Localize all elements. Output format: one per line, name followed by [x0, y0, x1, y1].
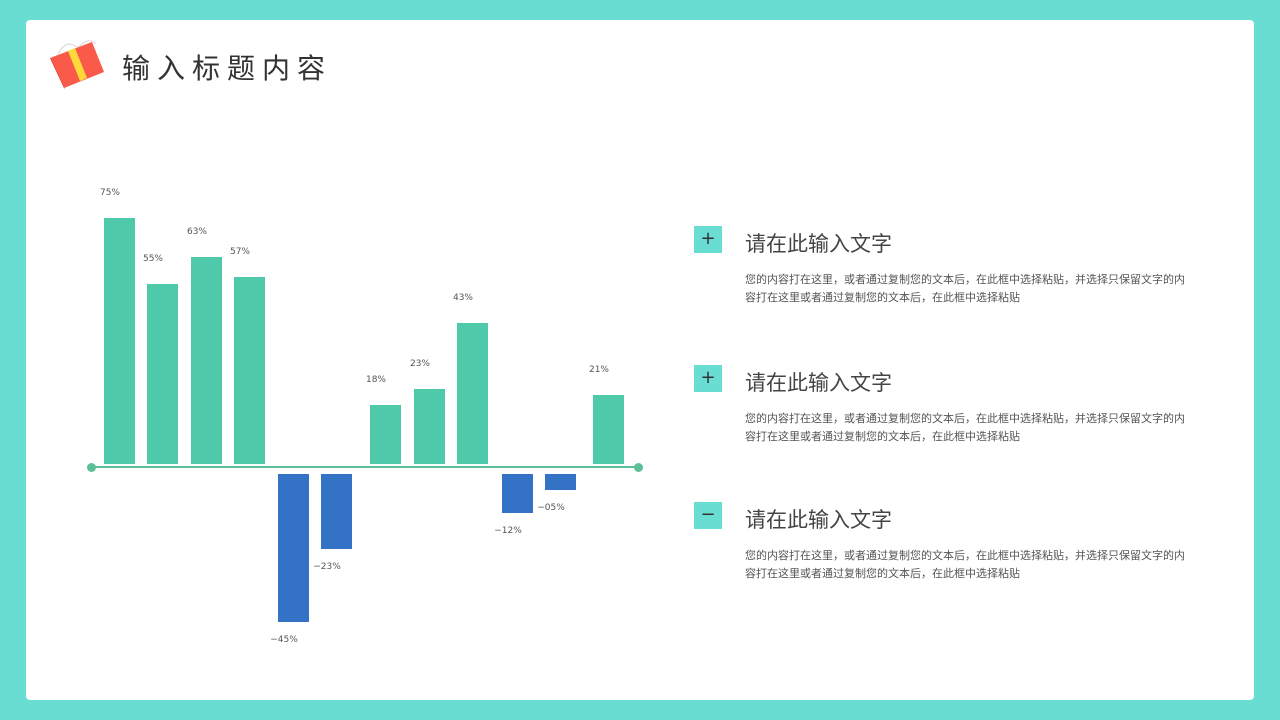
- bar-value-label: −23%: [313, 562, 341, 573]
- bar-value-label: −45%: [270, 634, 298, 645]
- page-title: 输入标题内容: [122, 52, 333, 85]
- bar-value-label: 63%: [186, 227, 207, 238]
- bar-9: [457, 322, 488, 464]
- bar-5: [278, 474, 309, 622]
- bar-2: [147, 283, 178, 464]
- bar-1: [104, 218, 135, 464]
- bar-3: [191, 257, 222, 464]
- item-description: 您的内容打在这里，或者通过复制您的文本后，在此框中选择粘贴，并选择只保留文字的内…: [745, 412, 1185, 443]
- slide-card: [26, 20, 1254, 700]
- bar-4: [234, 277, 265, 464]
- bar-value-label: 18%: [365, 374, 386, 385]
- open-book-icon: [50, 40, 104, 89]
- item-heading: 请在此输入文字: [745, 232, 892, 256]
- bar-value-label: −05%: [537, 503, 565, 514]
- bar-7: [370, 404, 401, 464]
- bar-8: [414, 388, 445, 464]
- bar-value-label: 55%: [142, 253, 163, 264]
- minus-icon[interactable]: −: [694, 502, 722, 529]
- item-heading: 请在此输入文字: [745, 508, 892, 532]
- bar-6: [321, 474, 352, 550]
- axis-start-dot: [87, 463, 96, 472]
- bar-value-label: 75%: [99, 188, 120, 198]
- axis-end-dot: [634, 463, 643, 472]
- bar-11: [545, 474, 576, 491]
- bar-value-label: 57%: [229, 247, 250, 258]
- item-description: 您的内容打在这里，或者通过复制您的文本后，在此框中选择粘贴，并选择只保留文字的内…: [745, 273, 1185, 304]
- bar-value-label: −12%: [494, 526, 522, 537]
- plus-icon[interactable]: +: [694, 226, 722, 253]
- zero-axis-line: [91, 466, 638, 468]
- plus-icon[interactable]: +: [694, 365, 722, 392]
- item-description: 您的内容打在这里，或者通过复制您的文本后，在此框中选择粘贴，并选择只保留文字的内…: [745, 549, 1185, 580]
- bar-value-label: 23%: [409, 358, 430, 369]
- bar-value-label: 43%: [452, 292, 473, 303]
- bar-value-label: 21%: [588, 365, 609, 376]
- item-heading: 请在此输入文字: [745, 371, 892, 395]
- bar-10: [502, 474, 533, 514]
- bar-12: [593, 395, 624, 464]
